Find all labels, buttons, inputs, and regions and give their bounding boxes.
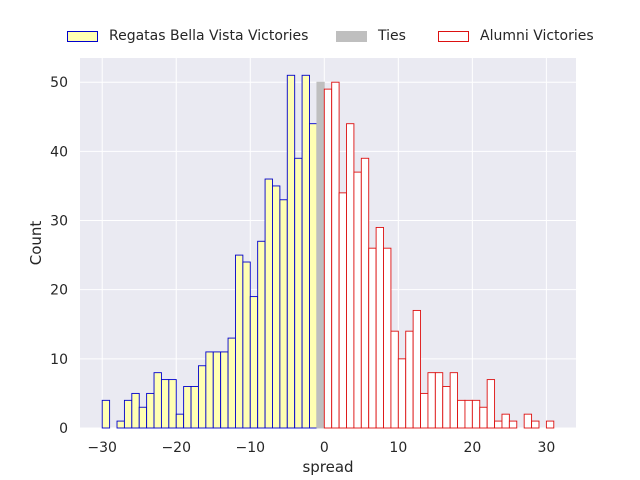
bar-regatas-bella-vista-victories xyxy=(220,351,229,429)
tick-labels: −30 −20 −10 0 10 20 30 0 10 20 30 40 50 xyxy=(50,75,555,456)
x-tick-label: 30 xyxy=(537,440,555,456)
bar-regatas-bella-vista-victories xyxy=(175,413,185,429)
bar-regatas-bella-vista-victories xyxy=(197,365,207,429)
bar-regatas-bella-vista-victories xyxy=(249,296,259,429)
bar-alumni-victories xyxy=(338,192,347,429)
bar-regatas-bella-vista-victories xyxy=(183,386,192,429)
bar-alumni-victories xyxy=(464,399,473,429)
legend-label-ties: Ties xyxy=(378,28,406,44)
bar-alumni-victories xyxy=(390,330,399,429)
x-axis-label: spread xyxy=(302,458,353,476)
bar-alumni-victories xyxy=(397,358,407,429)
bar-regatas-bella-vista-victories xyxy=(131,392,140,429)
bar-alumni-victories xyxy=(486,379,496,429)
bar-alumni-victories xyxy=(346,123,355,429)
bar-regatas-bella-vista-victories xyxy=(294,157,303,429)
legend-item-ties: Ties xyxy=(336,26,406,46)
bar-regatas-bella-vista-victories xyxy=(190,386,199,429)
y-tick-label: 20 xyxy=(50,283,68,299)
bar-alumni-victories xyxy=(420,392,429,429)
bar-alumni-victories xyxy=(471,399,481,429)
legend-item-regatas: Regatas Bella Vista Victories xyxy=(67,26,308,46)
legend-label-alumni: Alumni Victories xyxy=(480,28,594,44)
bar-regatas-bella-vista-victories xyxy=(279,199,288,429)
bar-regatas-bella-vista-victories xyxy=(264,178,273,429)
bar-regatas-bella-vista-victories xyxy=(101,399,111,429)
legend-label-regatas: Regatas Bella Vista Victories xyxy=(109,28,309,44)
bar-regatas-bella-vista-victories xyxy=(272,185,281,429)
y-tick-label: 10 xyxy=(50,352,68,368)
bar-alumni-victories xyxy=(405,330,414,429)
bar-alumni-victories xyxy=(523,413,533,429)
legend-swatch-alumni xyxy=(438,30,469,42)
y-tick-label: 50 xyxy=(50,75,68,91)
legend: Regatas Bella Vista Victories Ties Alumn… xyxy=(0,26,640,46)
bar-alumni-victories xyxy=(508,420,518,429)
bar-alumni-victories xyxy=(331,81,340,429)
bar-regatas-bella-vista-victories xyxy=(242,261,251,429)
bar-alumni-victories xyxy=(427,372,436,429)
bar-regatas-bella-vista-victories xyxy=(205,351,214,429)
bar-regatas-bella-vista-victories xyxy=(160,379,170,429)
bar-regatas-bella-vista-victories xyxy=(286,74,296,429)
bar-ties xyxy=(316,81,325,429)
bar-alumni-victories xyxy=(434,372,444,429)
x-tick-label: −10 xyxy=(235,440,265,456)
bar-alumni-victories xyxy=(494,420,503,429)
x-tick-label: −20 xyxy=(161,440,191,456)
bar-alumni-victories xyxy=(531,420,540,429)
bar-regatas-bella-vista-victories xyxy=(168,379,177,429)
x-tick-label: 10 xyxy=(389,440,407,456)
bar-regatas-bella-vista-victories xyxy=(235,254,244,429)
y-tick-label: 0 xyxy=(59,421,68,437)
bar-regatas-bella-vista-victories xyxy=(257,240,266,429)
bar-alumni-victories xyxy=(412,309,421,429)
bar-regatas-bella-vista-victories xyxy=(146,392,155,429)
bars xyxy=(101,74,555,429)
bar-regatas-bella-vista-victories xyxy=(138,406,148,429)
bar-regatas-bella-vista-victories xyxy=(123,399,133,429)
bar-alumni-victories xyxy=(479,406,488,429)
bar-alumni-victories xyxy=(375,226,384,429)
bar-alumni-victories xyxy=(457,399,466,429)
bar-alumni-victories xyxy=(501,413,510,429)
x-tick-label: −30 xyxy=(87,440,117,456)
bar-alumni-victories xyxy=(323,88,333,429)
bar-alumni-victories xyxy=(368,247,377,429)
legend-swatch-regatas xyxy=(67,30,98,42)
legend-swatch-ties xyxy=(336,30,367,42)
bar-regatas-bella-vista-victories xyxy=(227,337,236,429)
x-tick-label: 0 xyxy=(320,440,329,456)
y-axis-label: Count xyxy=(27,221,45,266)
bar-alumni-victories xyxy=(442,386,451,429)
bar-alumni-victories xyxy=(360,157,370,429)
bar-alumni-victories xyxy=(383,247,392,429)
bar-regatas-bella-vista-victories xyxy=(153,372,162,429)
bar-alumni-victories xyxy=(545,420,555,429)
bar-alumni-victories xyxy=(449,372,459,429)
legend-item-alumni: Alumni Victories xyxy=(438,26,594,46)
x-tick-label: 20 xyxy=(463,440,481,456)
bar-regatas-bella-vista-victories xyxy=(309,123,318,429)
bar-alumni-victories xyxy=(353,171,362,429)
bar-regatas-bella-vista-victories xyxy=(212,351,222,429)
y-tick-label: 30 xyxy=(50,214,68,230)
bar-regatas-bella-vista-victories xyxy=(301,74,310,429)
bar-regatas-bella-vista-victories xyxy=(116,420,125,429)
y-tick-label: 40 xyxy=(50,144,68,160)
